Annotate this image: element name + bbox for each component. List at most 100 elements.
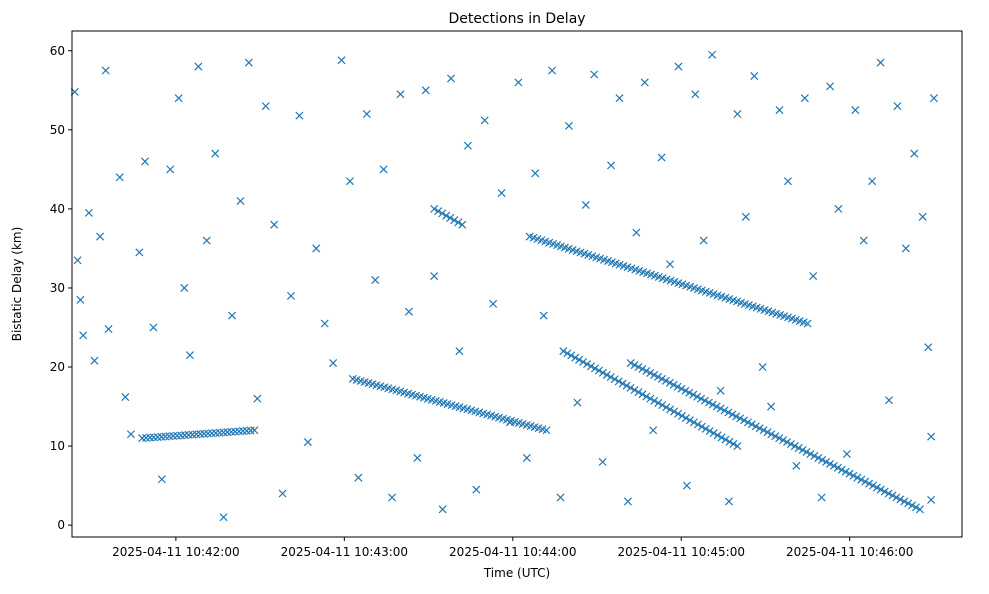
data-point: [677, 411, 687, 420]
data-point: [884, 396, 894, 405]
data-point: [450, 216, 459, 225]
data-point: [362, 109, 371, 119]
data-point: [166, 165, 175, 174]
x-tick-label: 2025-04-11 10:43:00: [281, 545, 408, 559]
data-point: [539, 311, 548, 320]
data-point: [857, 475, 866, 484]
data-point: [236, 196, 245, 206]
data-point: [253, 394, 262, 403]
data-point: [876, 58, 885, 67]
data-point: [278, 489, 287, 498]
data-point: [472, 485, 481, 494]
data-point: [927, 495, 936, 504]
data-point: [73, 256, 82, 265]
y-tick-label: 30: [50, 281, 65, 295]
y-tick-label: 50: [50, 123, 65, 137]
data-point: [79, 331, 88, 340]
data-point: [563, 349, 572, 358]
data-point: [779, 436, 788, 445]
data-point: [211, 149, 220, 158]
data-point: [908, 501, 917, 510]
data-point: [157, 475, 166, 484]
y-tick-label: 40: [50, 202, 65, 216]
data-point: [489, 299, 498, 308]
data-point: [632, 228, 641, 237]
data-point: [149, 323, 158, 332]
data-point: [841, 467, 850, 476]
data-point: [658, 401, 667, 410]
data-point: [669, 380, 678, 389]
data-point: [430, 204, 439, 213]
data-point: [244, 58, 253, 67]
y-tick-label: 20: [50, 360, 65, 374]
data-point: [228, 311, 237, 320]
data-point: [681, 414, 690, 423]
data-point: [682, 481, 691, 490]
data-point: [430, 272, 439, 281]
data-point: [571, 353, 580, 362]
y-axis: 0 10 20 30 40 50 60: [50, 44, 72, 532]
data-point: [121, 393, 130, 402]
data-point: [691, 90, 700, 99]
data-point: [607, 161, 616, 170]
data-point: [442, 211, 451, 220]
data-point: [674, 62, 683, 71]
data-point: [693, 420, 702, 429]
data-point: [842, 449, 851, 459]
data-point: [697, 422, 706, 431]
data-point: [697, 394, 706, 403]
data-point: [689, 390, 698, 399]
data-point: [614, 377, 623, 386]
data-points: [70, 50, 938, 522]
data-point: [685, 388, 694, 397]
data-point: [90, 356, 99, 365]
data-point: [733, 109, 742, 119]
data-point: [194, 62, 203, 71]
data-point: [845, 469, 854, 478]
data-point: [800, 94, 809, 103]
data-point: [514, 78, 523, 87]
data-point: [634, 362, 643, 372]
data-point: [140, 157, 150, 166]
data-point: [825, 459, 835, 468]
data-point: [421, 86, 430, 95]
data-point: [590, 364, 599, 373]
data-point: [446, 74, 456, 83]
data-point: [642, 366, 651, 375]
data-point: [602, 370, 611, 379]
data-point: [626, 383, 635, 392]
x-axis: 2025-04-11 10:42:00 2025-04-11 10:43:00 20…: [112, 537, 913, 559]
data-point: [396, 90, 405, 99]
data-point: [261, 102, 270, 111]
data-point: [650, 370, 659, 379]
data-point: [497, 189, 506, 198]
data-point: [76, 295, 85, 304]
data-point: [849, 471, 858, 480]
data-point: [809, 272, 818, 281]
data-point: [803, 319, 812, 328]
data-point: [579, 357, 588, 367]
data-point: [693, 392, 702, 401]
data-point: [681, 386, 690, 395]
data-point: [661, 376, 670, 385]
data-point: [755, 424, 764, 433]
data-point: [833, 463, 842, 472]
data-point: [872, 483, 881, 492]
data-point: [725, 437, 734, 446]
data-point: [712, 402, 721, 411]
data-point: [286, 291, 296, 300]
data-point: [924, 343, 933, 352]
data-point: [677, 384, 686, 393]
data-point: [622, 381, 631, 390]
data-point: [505, 418, 515, 427]
data-point: [792, 461, 801, 470]
data-point: [826, 82, 835, 91]
data-point: [615, 94, 624, 103]
data-point: [685, 416, 694, 425]
chart-title: Detections in Delay: [448, 11, 585, 27]
data-point: [654, 398, 663, 407]
data-point: [665, 260, 675, 269]
data-point: [699, 236, 708, 245]
